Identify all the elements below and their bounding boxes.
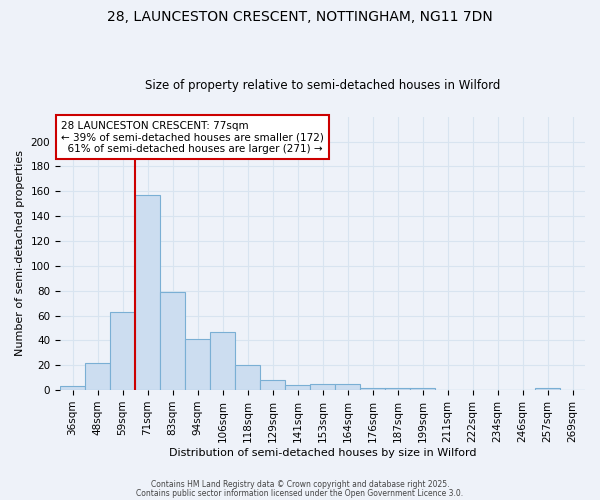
Bar bbox=[85, 363, 110, 390]
Bar bbox=[535, 388, 560, 390]
X-axis label: Distribution of semi-detached houses by size in Wilford: Distribution of semi-detached houses by … bbox=[169, 448, 476, 458]
Text: 28 LAUNCESTON CRESCENT: 77sqm
← 39% of semi-detached houses are smaller (172)
  : 28 LAUNCESTON CRESCENT: 77sqm ← 39% of s… bbox=[61, 120, 324, 154]
Bar bbox=[185, 339, 210, 390]
Bar bbox=[260, 380, 285, 390]
Text: Contains HM Land Registry data © Crown copyright and database right 2025.: Contains HM Land Registry data © Crown c… bbox=[151, 480, 449, 489]
Bar bbox=[235, 365, 260, 390]
Bar bbox=[60, 386, 85, 390]
Bar bbox=[110, 312, 135, 390]
Bar bbox=[135, 195, 160, 390]
Text: Contains public sector information licensed under the Open Government Licence 3.: Contains public sector information licen… bbox=[136, 488, 464, 498]
Title: Size of property relative to semi-detached houses in Wilford: Size of property relative to semi-detach… bbox=[145, 79, 500, 92]
Bar bbox=[285, 385, 310, 390]
Bar bbox=[310, 384, 335, 390]
Bar bbox=[410, 388, 435, 390]
Text: 28, LAUNCESTON CRESCENT, NOTTINGHAM, NG11 7DN: 28, LAUNCESTON CRESCENT, NOTTINGHAM, NG1… bbox=[107, 10, 493, 24]
Bar bbox=[360, 388, 385, 390]
Y-axis label: Number of semi-detached properties: Number of semi-detached properties bbox=[15, 150, 25, 356]
Bar bbox=[385, 388, 410, 390]
Bar bbox=[160, 292, 185, 390]
Bar bbox=[335, 384, 360, 390]
Bar bbox=[210, 332, 235, 390]
